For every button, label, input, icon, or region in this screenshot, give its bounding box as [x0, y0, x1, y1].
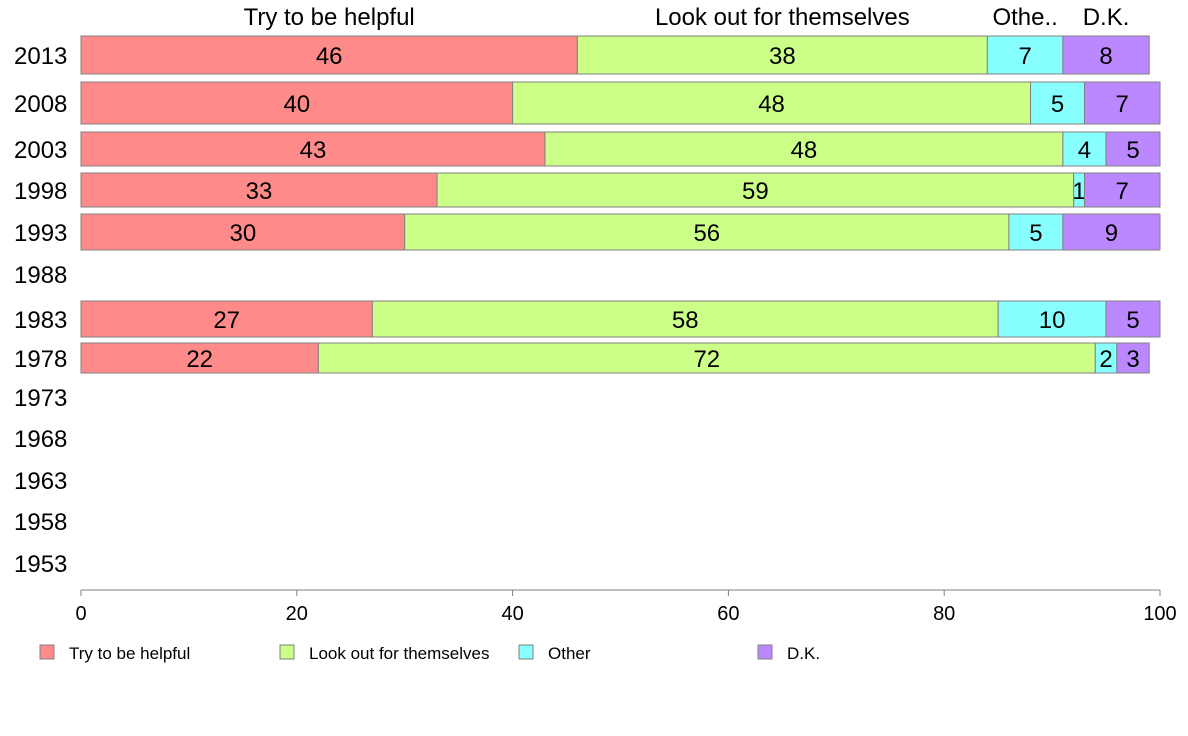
- data-label-2013-3: 8: [1099, 43, 1112, 70]
- bar-1983-2: [997, 300, 1107, 338]
- data-label-2013-1: 38: [769, 43, 796, 70]
- bar-2003-3: [1105, 131, 1161, 167]
- data-label-1983-2: 10: [1039, 307, 1066, 334]
- data-label-2013-2: 7: [1018, 43, 1031, 70]
- bar-1998-1: [436, 172, 1075, 208]
- bar-2008-2: [1030, 81, 1085, 125]
- year-label-2003: 2003: [14, 137, 67, 164]
- bar-1983-3: [1105, 300, 1161, 338]
- legend-label-0: Try to be helpful: [69, 644, 190, 663]
- legend-swatch-1: [279, 644, 295, 660]
- bar-2013-2: [986, 35, 1064, 75]
- data-label-1998-3: 7: [1116, 178, 1129, 205]
- legend-label-1: Look out for themselves: [309, 644, 489, 663]
- data-label-1983-3: 5: [1126, 307, 1139, 334]
- data-label-2008-2: 5: [1051, 91, 1064, 118]
- bar-2003-1: [544, 131, 1064, 167]
- column-header-0: Try to be helpful: [244, 4, 415, 31]
- bar-1978-3: [1116, 342, 1150, 374]
- year-label-2008: 2008: [14, 91, 67, 118]
- data-label-2008-1: 48: [758, 91, 785, 118]
- data-label-1978-3: 3: [1126, 346, 1139, 373]
- year-label-1958: 1958: [14, 509, 67, 536]
- data-label-1983-1: 58: [672, 307, 699, 334]
- data-label-1993-0: 30: [229, 220, 256, 247]
- x-tick-label-20: 20: [286, 603, 308, 625]
- year-label-1993: 1993: [14, 220, 67, 247]
- data-label-2003-1: 48: [791, 137, 818, 164]
- year-label-2013: 2013: [14, 43, 67, 70]
- data-label-1998-1: 59: [742, 178, 769, 205]
- bar-1998-3: [1083, 172, 1161, 208]
- legend-label-2: Other: [548, 644, 591, 663]
- column-header-2: Othe..: [992, 4, 1057, 31]
- year-label-1998: 1998: [14, 178, 67, 205]
- bar-1993-2: [1008, 213, 1064, 251]
- data-label-2008-3: 7: [1116, 91, 1129, 118]
- data-label-1993-2: 5: [1029, 220, 1042, 247]
- x-tick-label-60: 60: [717, 603, 739, 625]
- bar-2013-0: [80, 35, 578, 75]
- bar-2008-1: [512, 81, 1032, 125]
- legend-swatch-2: [518, 644, 534, 660]
- bar-1998-0: [80, 172, 438, 208]
- bar-2003-0: [80, 131, 546, 167]
- data-label-2003-0: 43: [300, 137, 327, 164]
- x-tick-label-100: 100: [1143, 603, 1176, 625]
- x-tick-label-0: 0: [75, 603, 86, 625]
- legend-label-3: D.K.: [787, 644, 820, 663]
- data-label-1983-0: 27: [213, 307, 240, 334]
- legend-swatch-0: [39, 644, 55, 660]
- data-label-1993-1: 56: [693, 220, 720, 247]
- bar-2008-3: [1083, 81, 1161, 125]
- data-label-2003-2: 4: [1078, 137, 1091, 164]
- data-label-2008-0: 40: [283, 91, 310, 118]
- year-label-1983: 1983: [14, 307, 67, 334]
- bar-1978-1: [317, 342, 1096, 374]
- year-label-1968: 1968: [14, 426, 67, 453]
- x-tick-label-80: 80: [933, 603, 955, 625]
- bar-2013-3: [1062, 35, 1150, 75]
- year-label-1963: 1963: [14, 468, 67, 495]
- year-label-1973: 1973: [14, 385, 67, 412]
- year-label-1988: 1988: [14, 262, 67, 289]
- year-label-1953: 1953: [14, 551, 67, 578]
- x-tick-label-40: 40: [501, 603, 523, 625]
- bar-2008-0: [80, 81, 514, 125]
- data-label-2003-3: 5: [1126, 137, 1139, 164]
- bar-1993-3: [1062, 213, 1161, 251]
- data-label-1978-2: 2: [1099, 346, 1112, 373]
- data-label-1978-1: 72: [693, 346, 720, 373]
- data-label-1998-0: 33: [246, 178, 273, 205]
- data-label-1978-0: 22: [186, 346, 213, 373]
- bar-2013-1: [576, 35, 988, 75]
- bar-1978-0: [80, 342, 319, 374]
- data-label-1993-3: 9: [1105, 220, 1118, 247]
- year-label-1978: 1978: [14, 346, 67, 373]
- column-header-3: D.K.: [1083, 4, 1130, 31]
- data-label-2013-0: 46: [316, 43, 343, 70]
- data-label-1998-2: 1: [1072, 178, 1085, 205]
- legend-swatch-3: [757, 644, 773, 660]
- column-header-1: Look out for themselves: [655, 4, 910, 31]
